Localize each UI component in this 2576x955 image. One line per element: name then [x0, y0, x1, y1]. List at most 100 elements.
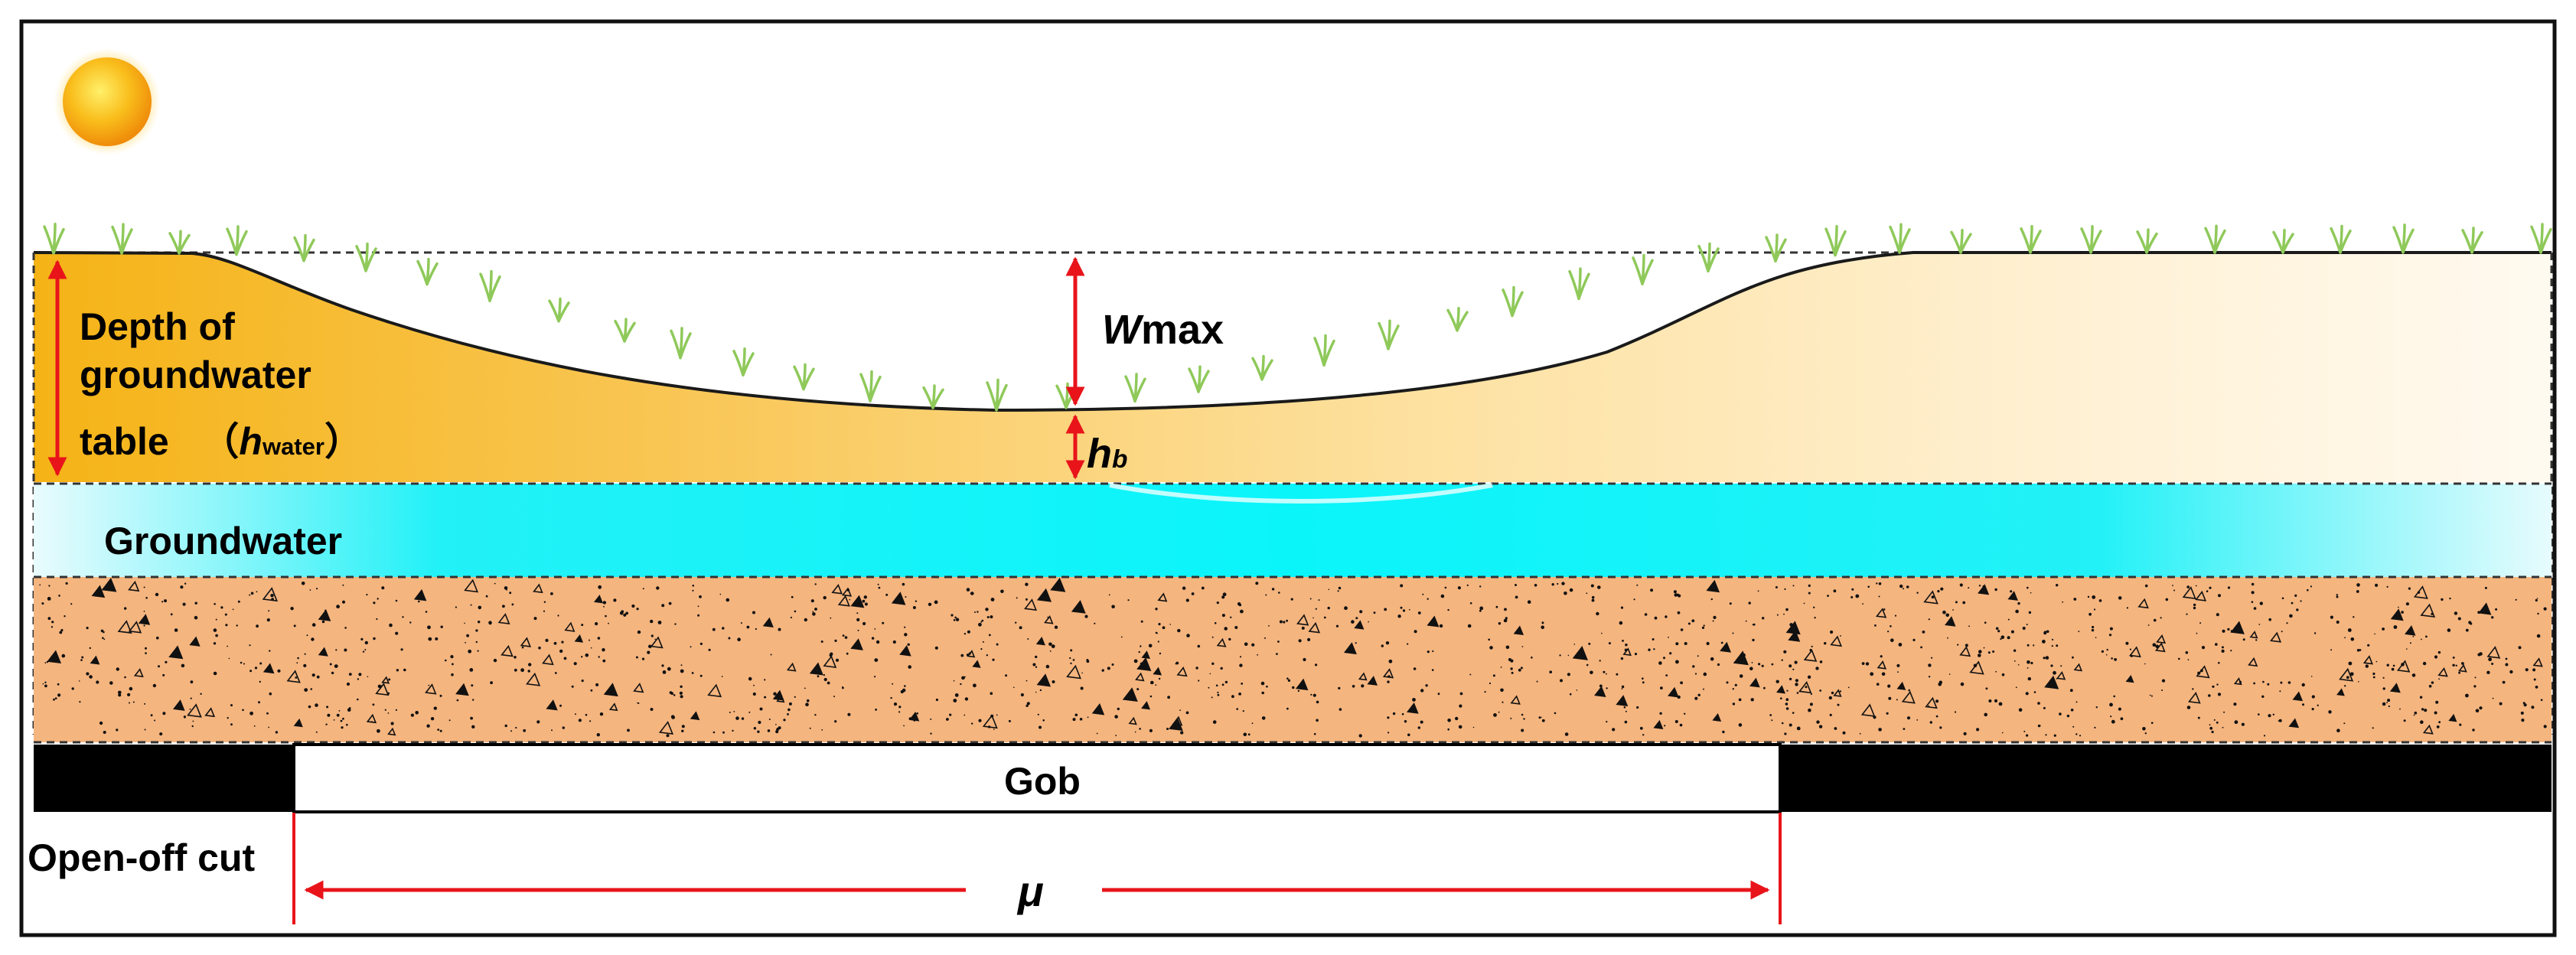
depth-label-line1: Depth of — [80, 305, 235, 348]
rock-speckle — [2213, 719, 2216, 721]
rock-speckle — [1534, 584, 1537, 587]
rock-speckle — [661, 604, 665, 608]
rock-speckle — [1355, 642, 1357, 644]
rock-speckle — [2185, 651, 2189, 654]
rock-speckle — [2193, 606, 2196, 610]
rock-speckle — [2465, 628, 2469, 632]
rock-speckle — [1318, 599, 1320, 601]
rock-speckle — [1239, 663, 1243, 667]
rock-speckle — [2258, 713, 2260, 715]
rock-speckle — [1752, 638, 1755, 642]
rock-speckle — [2150, 722, 2154, 724]
rock-speckle — [158, 665, 160, 668]
rock-speckle — [1479, 606, 1484, 611]
rock-speckle — [96, 680, 99, 684]
rock-speckle — [268, 726, 270, 728]
rock-pebble — [2248, 657, 2258, 667]
rock-pebble — [262, 587, 279, 602]
grass-tuft-icon — [416, 257, 439, 286]
rock-speckle — [256, 591, 258, 593]
rock-speckle — [2280, 681, 2283, 684]
rock-speckle — [1931, 657, 1933, 659]
rock-speckle — [856, 618, 860, 622]
rock-speckle — [1094, 622, 1096, 624]
rock-speckle — [767, 729, 771, 732]
rock-pebble — [2437, 667, 2448, 677]
rock-speckle — [2098, 599, 2102, 602]
rock-speckle — [451, 673, 454, 676]
rock-speckle — [194, 615, 198, 620]
rock-speckle — [1785, 702, 1789, 706]
rock-speckle — [162, 673, 165, 676]
rock-speckle — [871, 637, 875, 640]
rock-pebble — [187, 703, 202, 718]
grass-tuft-icon — [2530, 223, 2552, 254]
grass-tuft-icon — [1502, 285, 1524, 318]
rock-speckle — [1217, 691, 1219, 694]
rock-speckle — [1665, 674, 1668, 676]
rock-speckle — [1636, 584, 1639, 586]
rock-speckle — [1878, 595, 1880, 598]
rock-speckle — [1701, 626, 1705, 630]
rock-speckle — [788, 702, 792, 706]
rock-speckle — [823, 595, 827, 600]
rock-speckle — [2069, 689, 2073, 693]
rock-speckle — [1890, 625, 1892, 627]
rock-speckle — [1621, 685, 1625, 689]
rock-speckle — [1026, 680, 1028, 682]
rock-speckle — [1368, 621, 1369, 623]
rock-speckle — [657, 621, 662, 624]
rock-pebble — [2396, 660, 2411, 673]
rock-speckle — [48, 585, 51, 587]
rock-speckle — [2110, 715, 2112, 718]
rock-speckle — [1298, 639, 1302, 643]
rock-speckle — [1732, 632, 1734, 634]
rock-speckle — [1881, 672, 1886, 676]
rock-speckle — [2105, 654, 2108, 656]
rock-pebble — [891, 592, 906, 605]
rock-speckle — [2208, 694, 2211, 697]
rock-speckle — [327, 713, 331, 717]
rock-speckle — [2307, 588, 2309, 592]
rock-speckle — [2251, 582, 2255, 586]
rock-speckle — [551, 729, 553, 732]
rock-speckle — [1035, 691, 1037, 693]
rock-speckle — [2259, 601, 2263, 605]
rock-speckle — [2178, 657, 2180, 660]
rock-speckle — [1994, 588, 1997, 592]
rock-speckle — [360, 637, 364, 641]
soil-layer — [34, 253, 2552, 482]
rock-speckle — [1665, 615, 1668, 618]
rock-speckle — [86, 627, 89, 630]
rock-speckle — [1211, 636, 1214, 638]
rock-speckle — [1808, 708, 1811, 712]
rock-speckle — [1903, 588, 1904, 590]
rock-speckle — [1159, 652, 1162, 655]
rock-speckle — [1962, 601, 1966, 605]
rock-speckle — [627, 728, 630, 732]
rock-speckle — [1557, 582, 1559, 585]
rock-speckle — [2301, 683, 2305, 687]
rock-speckle — [1277, 640, 1280, 643]
rock-speckle — [333, 719, 335, 721]
rock-speckle — [256, 624, 259, 628]
rock-speckle — [670, 715, 675, 719]
rock-speckle — [1185, 598, 1189, 602]
rock-pebble — [1135, 672, 1145, 682]
rock-speckle — [990, 598, 995, 601]
rock-speckle — [1127, 599, 1130, 601]
rock-pebble — [2196, 665, 2210, 679]
rock-speckle — [2001, 732, 2004, 734]
rock-speckle — [71, 687, 74, 690]
rock-speckle — [892, 640, 896, 644]
rock-speckle — [1809, 702, 1813, 706]
rock-pebble — [2182, 586, 2196, 600]
rock-speckle — [971, 722, 973, 725]
rock-speckle — [1780, 697, 1782, 699]
rock-speckle — [1541, 621, 1544, 624]
rock-speckle — [1072, 718, 1076, 722]
rock-speckle — [1792, 668, 1795, 670]
rock-speckle — [1560, 679, 1563, 683]
rock-speckle — [335, 649, 337, 651]
grass-tuft-icon — [1446, 306, 1469, 332]
